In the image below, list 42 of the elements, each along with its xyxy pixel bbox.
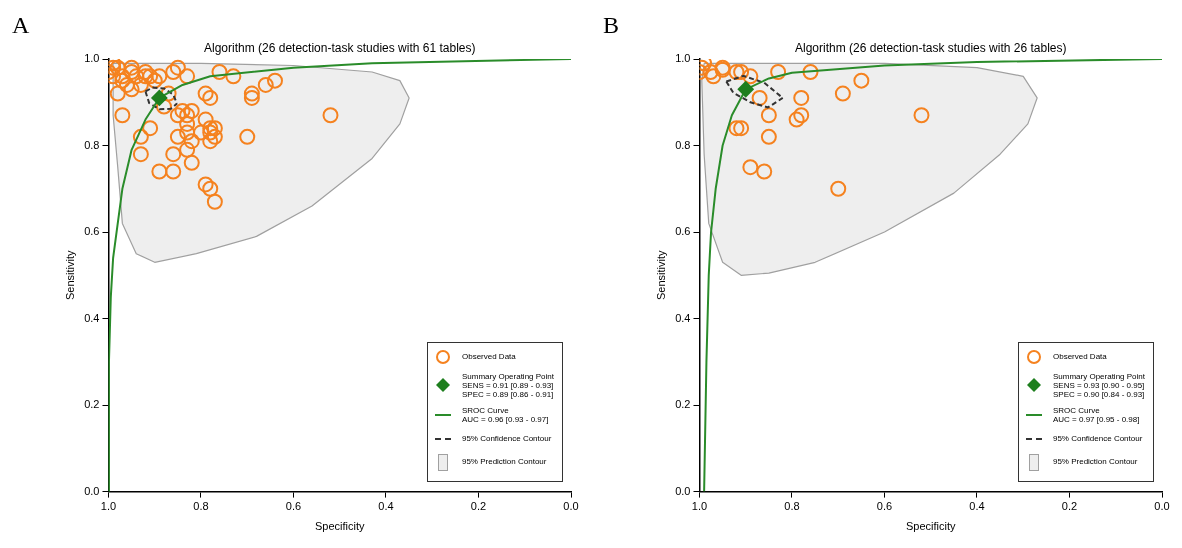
y-tick-label: 0.6	[84, 225, 100, 238]
legend-label: SROC Curve AUC = 0.96 [0.93 - 0.97]	[461, 405, 549, 424]
x-tick-label: 0.2	[1061, 500, 1078, 513]
chart-title: Algorithm (26 detection-task studies with 26 tables)	[795, 41, 1067, 56]
x-axis-title: Specificity	[314, 520, 365, 533]
series-label: 95% Prediction Contour	[1052, 457, 1138, 467]
y-tick-label: 1.0	[675, 52, 691, 65]
x-tick-label: 0.6	[876, 500, 893, 513]
x-tick-label: 0.6	[285, 500, 302, 513]
y-tick-label: 0.0	[675, 484, 691, 497]
y-axis-title: Sensitivity	[654, 250, 667, 301]
legend-label: SROC Curve AUC = 0.97 [0.95 - 0.98]	[1052, 405, 1140, 424]
y-tick-label: 0.6	[675, 225, 691, 238]
y-tick-label: 0.0	[84, 484, 100, 497]
text: B	[603, 12, 620, 39]
legend-label: 95% Confidence Contour	[461, 434, 552, 444]
x-tick-label: 1.0	[100, 500, 117, 513]
x-tick-label: 0.0	[563, 500, 579, 513]
y-tick-label: 0.2	[675, 398, 691, 411]
y-tick-label: 1.0	[84, 52, 100, 65]
y-tick-label: 0.2	[84, 398, 100, 411]
legend-label: Observed Data	[1052, 352, 1107, 362]
x-tick-label: 0.8	[193, 500, 209, 513]
x-tick-label: 0.2	[470, 500, 487, 513]
legend-label: Summary Operating Point SENS = 0.93 [0.90 - 0.95] SPEC = 0.90 [0.84 - 0.93]	[1052, 371, 1145, 399]
y-tick-label: 0.8	[84, 138, 100, 151]
legend-label: Observed Data	[461, 352, 516, 362]
x-tick-label: 0.4	[969, 500, 985, 513]
y-axis-title: Sensitivity	[63, 250, 76, 301]
legend-label: 95% Confidence Contour	[1052, 434, 1143, 444]
text: A	[12, 12, 30, 39]
y-tick-label: 0.4	[84, 311, 100, 324]
chart-title: Algorithm (26 detection-task studies with 61 tables)	[204, 41, 476, 56]
legend-label: Summary Operating Point SENS = 0.91 [0.89 - 0.93] SPEC = 0.89 [0.86 - 0.91]	[461, 371, 554, 399]
x-tick-label: 0.4	[378, 500, 394, 513]
x-tick-label: 1.0	[691, 500, 708, 513]
legend-label: 95% Prediction Contour	[461, 457, 547, 467]
y-tick-label: 0.4	[675, 311, 691, 324]
x-tick-label: 0.8	[784, 500, 800, 513]
x-tick-label: 0.0	[1154, 500, 1170, 513]
x-axis-title: Specificity	[905, 520, 956, 533]
y-tick-label: 0.8	[675, 138, 691, 151]
